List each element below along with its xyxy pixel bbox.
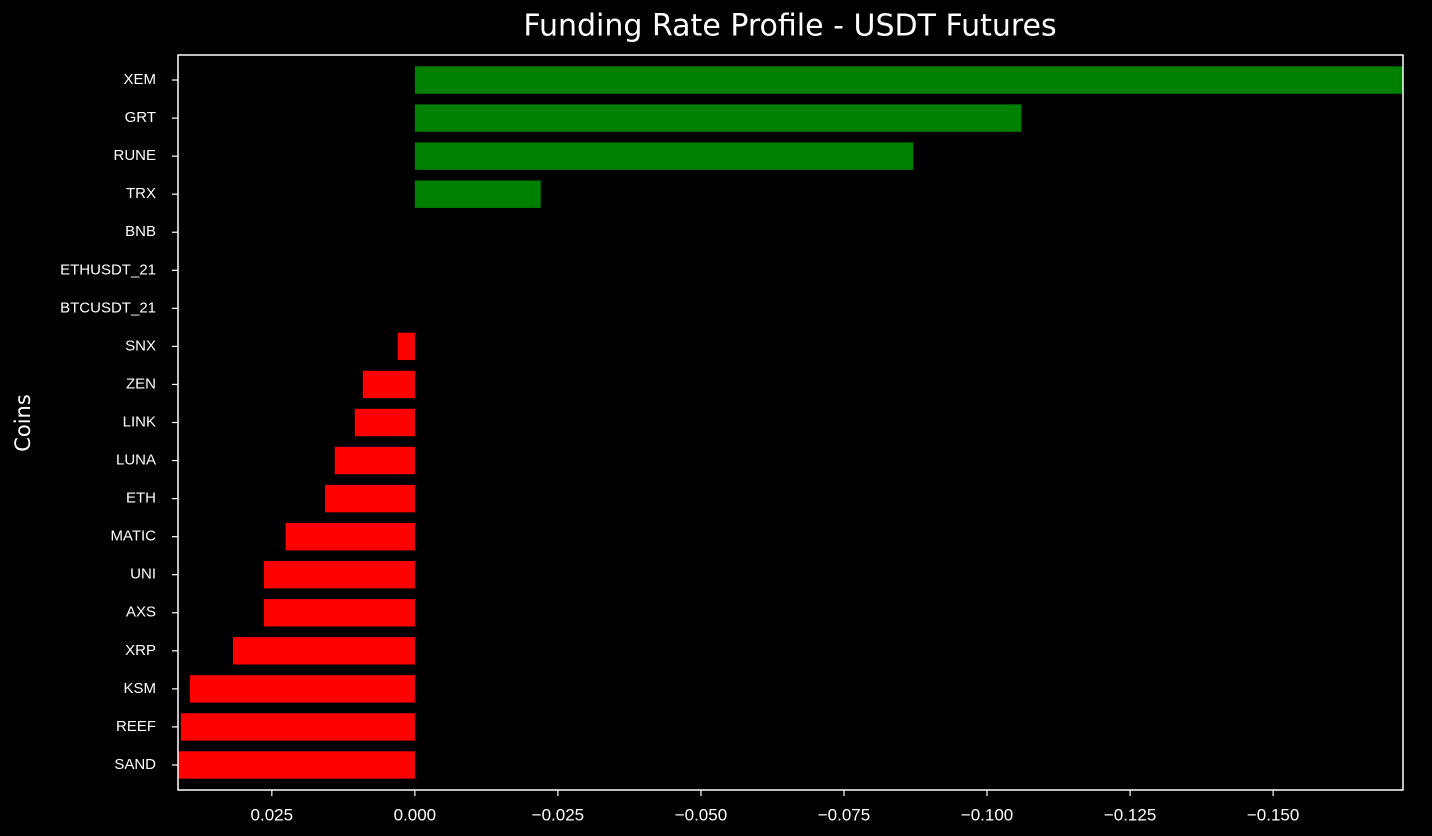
x-tick-label: 0.025 — [251, 805, 294, 824]
bar — [414, 66, 1403, 94]
bar — [397, 332, 415, 361]
y-tick-label: UNI — [130, 566, 156, 583]
y-tick-label: ETH — [126, 490, 156, 507]
bar — [190, 675, 415, 703]
y-tick-label: ETHUSDT_21 — [60, 261, 156, 278]
y-tick-label: SAND — [114, 756, 156, 773]
bar — [263, 561, 415, 589]
y-tick-label: XRP — [125, 642, 156, 659]
x-tick-label: 0.000 — [394, 805, 437, 824]
y-tick-label: MATIC — [110, 528, 156, 545]
y-tick-label: BNB — [125, 223, 156, 240]
y-tick-label: AXS — [126, 604, 156, 621]
bar — [180, 713, 415, 741]
x-tick-label: −0.025 — [532, 805, 584, 824]
bar — [263, 599, 415, 627]
bar — [285, 522, 415, 551]
y-tick-label: REEF — [116, 718, 156, 735]
plot-frame — [177, 54, 1404, 791]
y-tick-label: RUNE — [113, 147, 156, 164]
y-tick-label: ZEN — [126, 375, 156, 392]
bar — [414, 104, 1022, 132]
y-tick-label: TRX — [126, 185, 156, 202]
bar — [414, 180, 541, 208]
x-tick-label: −0.125 — [1104, 805, 1156, 824]
bar — [232, 637, 415, 665]
chart-title: Funding Rate Profile - USDT Futures — [523, 9, 1056, 44]
bar — [362, 370, 415, 399]
x-tick-label: −0.075 — [818, 805, 870, 824]
y-axis-label: Coins — [11, 394, 35, 452]
y-tick-label: KSM — [123, 680, 156, 697]
y-tick-label: LINK — [123, 413, 156, 430]
y-tick-label: BTCUSDT_21 — [60, 299, 156, 316]
x-tick-label: −0.050 — [675, 805, 727, 824]
bar — [178, 751, 415, 779]
y-tick-label: SNX — [125, 337, 156, 354]
y-tick-label: XEM — [123, 71, 156, 88]
x-tick-label: −0.100 — [961, 805, 1013, 824]
y-tick-label: GRT — [125, 109, 156, 126]
bar — [334, 446, 415, 475]
x-tick-label: −0.150 — [1247, 805, 1299, 824]
bar — [325, 484, 415, 513]
bar — [354, 408, 415, 437]
y-tick-label: LUNA — [116, 452, 156, 469]
bar — [414, 142, 914, 170]
